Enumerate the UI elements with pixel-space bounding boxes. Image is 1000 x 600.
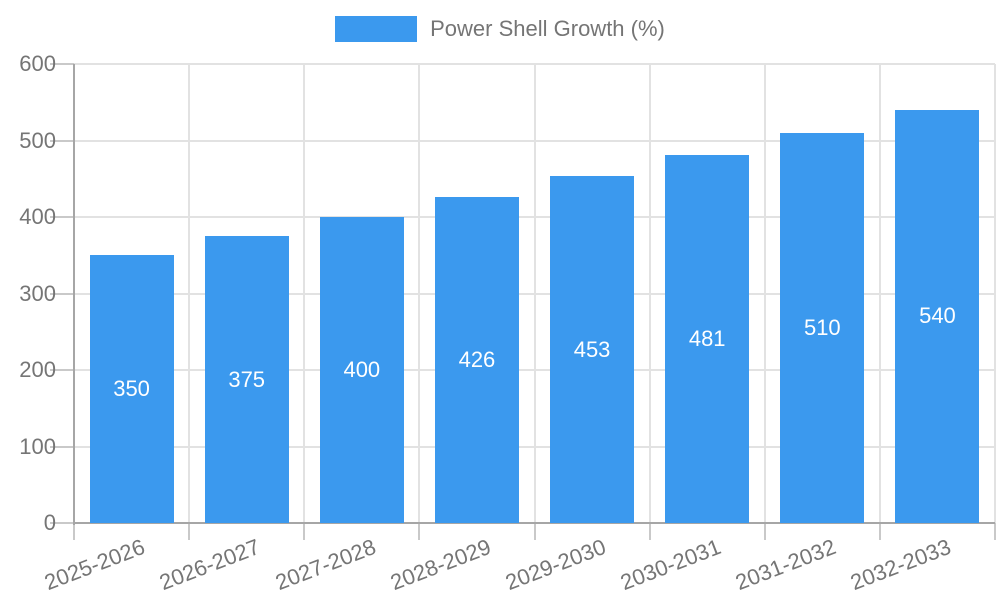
x-axis-line (74, 522, 995, 524)
y-axis-tick (50, 216, 74, 218)
x-axis-tick-label: 2026-2027 (156, 534, 264, 596)
y-axis-tick-label: 400 (19, 204, 56, 229)
y-axis-tick-label: 0 (43, 510, 56, 535)
y-axis-tick (50, 292, 74, 295)
x-axis-tick-label: 2032-2033 (847, 534, 955, 596)
x-axis-tick (994, 523, 996, 540)
gridline-vertical (648, 64, 651, 523)
gridline-vertical (994, 64, 996, 523)
bar[interactable] (895, 109, 980, 523)
x-axis-tick-label: 2030-2031 (616, 534, 725, 596)
bar[interactable] (550, 176, 635, 523)
gridline-vertical (763, 64, 766, 523)
y-axis-tick-label: 600 (19, 51, 56, 76)
bar[interactable] (319, 217, 404, 523)
x-axis-tick (73, 523, 75, 540)
y-axis-tick-label: 500 (19, 127, 56, 153)
x-axis-tick-label: 2028-2029 (386, 534, 494, 596)
y-axis-tick (50, 139, 74, 142)
y-axis-tick (50, 369, 74, 371)
gridline-vertical (533, 64, 536, 523)
x-axis-tick-label: 2031-2032 (732, 534, 840, 596)
gridline-vertical (418, 64, 421, 523)
bar[interactable] (204, 236, 289, 523)
x-axis-tick (533, 523, 536, 540)
gridline-vertical (878, 64, 881, 523)
x-axis-tick-label: 2027-2028 (271, 534, 379, 596)
y-axis-tick (50, 63, 74, 65)
x-axis-tick-label: 2029-2030 (501, 534, 610, 596)
x-axis-tick (763, 523, 766, 540)
x-axis-tick-label: 2025-2026 (41, 534, 149, 596)
gridline-vertical (188, 64, 191, 523)
y-axis-tick-label: 100 (19, 433, 56, 459)
y-axis-tick (50, 445, 74, 448)
y-axis-tick-label: 200 (19, 357, 56, 382)
legend-label: Power Shell Growth (%) (430, 16, 665, 41)
x-axis-tick (648, 523, 651, 540)
y-axis-tick (50, 522, 74, 524)
bar[interactable] (665, 155, 750, 523)
bar[interactable] (89, 255, 174, 523)
gridline-vertical (303, 64, 306, 523)
legend-swatch-icon (335, 16, 418, 42)
y-axis-tick-label: 300 (19, 280, 56, 306)
x-axis-tick (418, 523, 421, 540)
x-axis-tick (303, 523, 306, 540)
bar[interactable] (434, 197, 519, 523)
x-axis-tick (878, 523, 881, 540)
y-axis-line (73, 64, 75, 525)
legend-item[interactable]: Power Shell Growth (%) (0, 16, 1000, 42)
bar[interactable] (780, 132, 865, 523)
x-axis-tick (188, 523, 191, 540)
